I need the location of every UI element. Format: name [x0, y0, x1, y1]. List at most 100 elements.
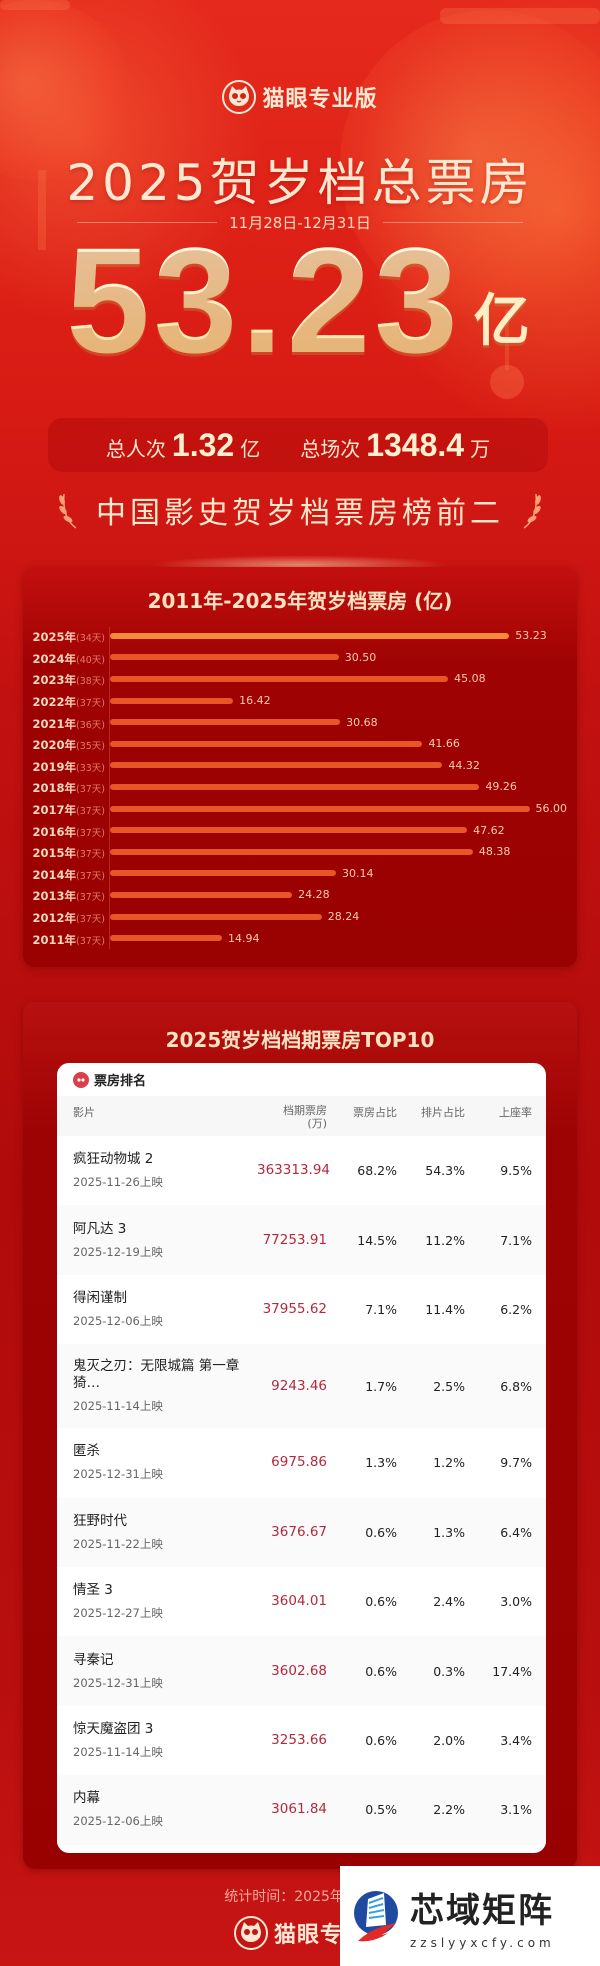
- top10-card: 2025贺岁档档期票房TOP10 票房排名 影片 档期票房 (万) 票房占比 排…: [23, 1002, 577, 1869]
- box-share-cell: 0.6%: [365, 1732, 397, 1748]
- chart-bar-row: 2022年(37天) 16.42: [23, 690, 577, 712]
- stat-screenings: 总场次 1348.4 万: [300, 427, 490, 464]
- box-share-cell: 0.6%: [365, 1524, 397, 1540]
- film-cell: 寻秦记 2025-12-31上映: [57, 1652, 257, 1691]
- schedule-share-cell: 54.3%: [425, 1163, 465, 1179]
- col-box-office[interactable]: 档期票房 (万): [257, 1104, 327, 1130]
- bar-value: 45.08: [454, 672, 486, 686]
- col-seat-rate[interactable]: 上座率: [499, 1106, 532, 1119]
- schedule-share-cell: 0.3%: [433, 1663, 465, 1679]
- bar-track: 28.24: [110, 906, 567, 928]
- table-body: 疯狂动物城 2 2025-11-26上映 363313.94 68.2% 54.3% 9.…: [57, 1136, 546, 1845]
- bar: [110, 697, 234, 704]
- table-row[interactable]: 阿凡达 3 2025-12-19上映 77253.91 14.5% 11.2% 7.1%: [57, 1205, 546, 1275]
- box-office-cell: 3602.68: [271, 1662, 327, 1679]
- laurel-left-icon: [59, 493, 77, 529]
- film-cell: 内幕 2025-12-06上映: [57, 1790, 257, 1829]
- box-share-cell: 68.2%: [357, 1163, 397, 1179]
- bar-days: (37天): [75, 806, 105, 818]
- schedule-share-cell: 11.2%: [425, 1232, 465, 1248]
- seat-rate-cell: 3.1%: [500, 1802, 532, 1818]
- bar-value: 24.28: [298, 888, 330, 902]
- lantern-tassel-right: [505, 310, 509, 370]
- lantern-cap-left: [0, 0, 70, 10]
- chart-bar-row: 2021年(36天) 30.68: [23, 711, 577, 733]
- bar-value: 16.42: [239, 694, 271, 708]
- bar-track: 47.62: [110, 819, 567, 841]
- schedule-share-cell: 1.3%: [433, 1524, 465, 1540]
- total-box-office-unit: 亿: [473, 289, 530, 354]
- table-row[interactable]: 惊天魔盗团 3 2025-11-14上映 3253.66 0.6% 2.0% 3.4%: [57, 1706, 546, 1775]
- bar-value: 41.66: [428, 737, 460, 751]
- bar-value: 14.94: [228, 931, 260, 945]
- date-range: 11月28日-12月31日: [229, 214, 371, 232]
- table-row[interactable]: 寻秦记 2025-12-31上映 3602.68 0.6% 0.3% 17.4%: [57, 1636, 546, 1706]
- bar-label: 2013年(37天): [23, 885, 109, 904]
- box-share-cell: 0.6%: [365, 1594, 397, 1610]
- admissions-unit: 亿: [240, 436, 261, 461]
- schedule-share-cell: 2.5%: [433, 1378, 465, 1394]
- film-name: 内幕: [73, 1790, 100, 1807]
- lantern-tassel-ball: [490, 365, 524, 399]
- bar-track: 41.66: [110, 733, 567, 755]
- table-row[interactable]: 疯狂动物城 2 2025-11-26上映 363313.94 68.2% 54.3% 9.…: [57, 1136, 546, 1205]
- bar-year: 2017年: [32, 803, 76, 818]
- table-row[interactable]: 得闲谨制 2025-12-06上映 37955.62 7.1% 11.4% 6.2%: [57, 1275, 546, 1344]
- seat-rate-cell: 3.4%: [500, 1732, 532, 1748]
- col-schedule-share[interactable]: 排片占比: [421, 1106, 465, 1119]
- chart-bar-row: 2017年(37天) 56.00: [23, 798, 577, 820]
- film-name: 阿凡达 3: [73, 1220, 127, 1237]
- ranking-banner: 中国影史贺岁档票房榜前二: [40, 485, 560, 535]
- bar-track: 44.32: [110, 755, 567, 777]
- box-share-cell: 0.5%: [365, 1802, 397, 1818]
- lantern-cap-right: [440, 8, 600, 24]
- chart-bar-row: 2015年(37天) 48.38: [23, 841, 577, 863]
- chart-bar-row: 2016年(37天) 47.62: [23, 819, 577, 841]
- total-box-office-value: 53.23: [66, 216, 462, 384]
- col-box-share[interactable]: 票房占比: [353, 1106, 397, 1119]
- screenings-value: 1348.4: [366, 426, 465, 463]
- bar-year: 2013年: [32, 889, 76, 904]
- bar-label: 2016年(37天): [23, 821, 109, 840]
- maoyan-cat-logo-icon: [222, 80, 257, 114]
- bar-label: 2021年(36天): [23, 713, 109, 732]
- film-release-date: 2025-12-31上映: [73, 1467, 163, 1482]
- film-name: 寻秦记: [73, 1651, 114, 1668]
- column-headers: 影片 档期票房 (万) 票房占比 排片占比 上座率: [57, 1096, 546, 1136]
- film-release-date: 2025-12-06上映: [73, 1814, 163, 1829]
- film-name: 得闲谨制: [73, 1289, 127, 1306]
- bar-value: 47.62: [473, 823, 505, 837]
- film-cell: 鬼灭之刃：无限城篇 第一章 猗… 2025-11-14上映: [57, 1358, 257, 1414]
- box-office-cell: 37955.62: [262, 1300, 327, 1317]
- film-release-date: 2025-11-14上映: [73, 1399, 163, 1414]
- table-row[interactable]: 鬼灭之刃：无限城篇 第一章 猗… 2025-11-14上映 9243.46 1.7% 2…: [57, 1344, 546, 1429]
- table-row[interactable]: 匿杀 2025-12-31上映 6975.86 1.3% 1.2% 9.7%: [57, 1428, 546, 1497]
- table-row[interactable]: 狂野时代 2025-11-22上映 3676.67 0.6% 1.3% 6.4%: [57, 1497, 546, 1567]
- bar-track: 30.50: [110, 647, 567, 669]
- screenings-label: 总场次: [300, 436, 361, 461]
- seat-rate-cell: 17.4%: [492, 1663, 532, 1679]
- chart-bar-row: 2025年(34天) 53.23: [23, 625, 577, 647]
- bar-value: 30.14: [342, 866, 374, 880]
- schedule-share-cell: 2.2%: [433, 1802, 465, 1818]
- lantern-decoration-right: [340, 10, 600, 320]
- chart-bar-row: 2019年(33天) 44.32: [23, 755, 577, 777]
- col-film[interactable]: 影片: [73, 1106, 95, 1119]
- table-row[interactable]: 内幕 2025-12-06上映 3061.84 0.5% 2.2% 3.1%: [57, 1775, 546, 1845]
- bar: [110, 805, 530, 812]
- top10-title: 2025贺岁档档期票房TOP10: [165, 1028, 435, 1052]
- box-share-cell: 0.6%: [365, 1663, 397, 1679]
- bar-track: 24.28: [110, 884, 567, 906]
- screenings-unit: 万: [470, 436, 491, 461]
- bar-value: 28.24: [327, 910, 360, 924]
- box-office-cell: 77253.91: [262, 1231, 327, 1248]
- col-box-office-line1: 档期票房: [283, 1104, 327, 1117]
- box-share-cell: 1.7%: [365, 1378, 397, 1394]
- film-name: 疯狂动物城 2: [73, 1151, 154, 1168]
- bar: [110, 783, 480, 790]
- chart-bars: 2025年(34天) 53.23 2024年(40天) 30.50 2023年(38天)…: [23, 625, 577, 949]
- divider-right: [382, 222, 523, 223]
- box-share-cell: 7.1%: [365, 1301, 397, 1317]
- chart-title: 2011年-2025年贺岁档票房 (亿): [147, 589, 453, 613]
- table-row[interactable]: 情圣 3 2025-12-27上映 3604.01 0.6% 2.4% 3.0%: [57, 1567, 546, 1636]
